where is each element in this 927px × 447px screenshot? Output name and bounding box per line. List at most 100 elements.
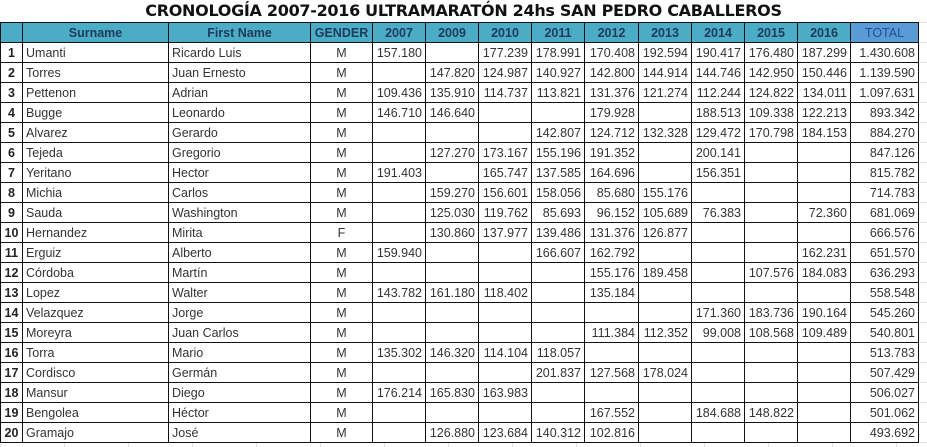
cell-2012[interactable]: 135.184 [584, 282, 639, 303]
cell-rank[interactable]: 9 [0, 202, 23, 223]
cell-2011[interactable] [531, 102, 585, 123]
cell-2016[interactable]: 187.299 [797, 42, 851, 63]
cell-2010[interactable]: 177.239 [478, 42, 532, 63]
cell-rank[interactable]: 5 [0, 122, 23, 143]
cell-total[interactable]: 540.801 [850, 322, 919, 343]
cell-rank[interactable]: 7 [0, 162, 23, 183]
cell-2014[interactable] [691, 242, 745, 263]
cell-2009[interactable] [425, 302, 479, 323]
cell-2010[interactable]: 114.737 [478, 82, 532, 103]
cell-first-name[interactable]: Gerardo [168, 122, 311, 143]
cell-2009[interactable]: 147.820 [425, 62, 479, 83]
cell-2011[interactable] [531, 382, 585, 403]
cell-gender[interactable]: M [310, 342, 373, 363]
cell-total[interactable]: 558.548 [850, 282, 919, 303]
cell-2013[interactable] [638, 422, 692, 443]
cell-gender[interactable]: M [310, 402, 373, 423]
cell-first-name[interactable]: Martín [168, 262, 311, 283]
cell-2012[interactable]: 96.152 [584, 202, 639, 223]
cell-first-name[interactable]: Mario [168, 342, 311, 363]
cell-2007[interactable]: 176.214 [372, 382, 426, 403]
cell-2016[interactable]: 162.231 [797, 242, 851, 263]
cell-2016[interactable]: 184.153 [797, 122, 851, 143]
cell-2014[interactable] [691, 282, 745, 303]
cell-surname[interactable]: Umanti [22, 42, 169, 63]
cell-2007[interactable] [372, 402, 426, 423]
header-2013[interactable]: 2013 [638, 22, 692, 43]
cell-rank[interactable]: 10 [0, 222, 23, 243]
cell-2016[interactable]: 150.446 [797, 62, 851, 83]
cell-rank[interactable]: 1 [0, 42, 23, 63]
cell-2007[interactable] [372, 122, 426, 143]
cell-total[interactable]: 815.782 [850, 162, 919, 183]
cell-2012[interactable] [584, 342, 639, 363]
cell-2011[interactable] [531, 402, 585, 423]
cell-2009[interactable] [425, 42, 479, 63]
cell-2013[interactable] [638, 282, 692, 303]
cell-gender[interactable]: M [310, 362, 373, 383]
cell-total[interactable]: 714.783 [850, 182, 919, 203]
cell-2007[interactable]: 143.782 [372, 282, 426, 303]
cell-gender[interactable]: M [310, 162, 373, 183]
cell-2010[interactable] [478, 302, 532, 323]
cell-first-name[interactable]: Juan Carlos [168, 322, 311, 343]
header-total[interactable]: TOTAL [850, 22, 919, 43]
cell-2014[interactable]: 200.141 [691, 142, 745, 163]
cell-2012[interactable]: 85.680 [584, 182, 639, 203]
cell-2015[interactable]: 183.736 [744, 302, 798, 323]
cell-2010[interactable] [478, 402, 532, 423]
cell-surname[interactable]: Velazquez [22, 302, 169, 323]
cell-total[interactable]: 545.260 [850, 302, 919, 323]
cell-first-name[interactable]: Alberto [168, 242, 311, 263]
cell-2015[interactable]: 148.822 [744, 402, 798, 423]
cell-surname[interactable]: Erguiz [22, 242, 169, 263]
cell-surname[interactable]: Lopez [22, 282, 169, 303]
cell-first-name[interactable]: Juan Ernesto [168, 62, 311, 83]
cell-2007[interactable]: 159.940 [372, 242, 426, 263]
header-2007[interactable]: 2007 [372, 22, 426, 43]
header-2016[interactable]: 2016 [797, 22, 851, 43]
cell-2013[interactable]: 105.689 [638, 202, 692, 223]
cell-2012[interactable] [584, 302, 639, 323]
cell-2012[interactable]: 131.376 [584, 82, 639, 103]
cell-rank[interactable]: 14 [0, 302, 23, 323]
cell-2010[interactable] [478, 122, 532, 143]
cell-2011[interactable] [531, 262, 585, 283]
cell-2010[interactable]: 165.747 [478, 162, 532, 183]
cell-2009[interactable]: 135.910 [425, 82, 479, 103]
cell-2010[interactable]: 137.977 [478, 222, 532, 243]
header-2012[interactable]: 2012 [584, 22, 639, 43]
cell-2015[interactable] [744, 282, 798, 303]
cell-2015[interactable]: 124.822 [744, 82, 798, 103]
cell-surname[interactable]: Alvarez [22, 122, 169, 143]
cell-2007[interactable]: 146.710 [372, 102, 426, 123]
cell-2009[interactable]: 161.180 [425, 282, 479, 303]
cell-2011[interactable]: 85.693 [531, 202, 585, 223]
cell-2015[interactable] [744, 422, 798, 443]
cell-surname[interactable]: Torra [22, 342, 169, 363]
cell-2016[interactable] [797, 362, 851, 383]
cell-2010[interactable] [478, 262, 532, 283]
cell-2015[interactable] [744, 342, 798, 363]
cell-rank[interactable]: 3 [0, 82, 23, 103]
cell-2009[interactable]: 165.830 [425, 382, 479, 403]
cell-2007[interactable] [372, 322, 426, 343]
header-2009[interactable]: 2009 [425, 22, 479, 43]
cell-2014[interactable] [691, 182, 745, 203]
cell-2007[interactable] [372, 142, 426, 163]
cell-2016[interactable] [797, 182, 851, 203]
cell-total[interactable]: 681.069 [850, 202, 919, 223]
cell-2013[interactable] [638, 242, 692, 263]
cell-2011[interactable] [531, 282, 585, 303]
header-2015[interactable]: 2015 [744, 22, 798, 43]
cell-rank[interactable]: 19 [0, 402, 23, 423]
cell-total[interactable]: 893.342 [850, 102, 919, 123]
cell-2007[interactable]: 191.403 [372, 162, 426, 183]
cell-2009[interactable] [425, 262, 479, 283]
cell-2012[interactable]: 102.816 [584, 422, 639, 443]
cell-2013[interactable] [638, 102, 692, 123]
cell-2011[interactable]: 158.056 [531, 182, 585, 203]
cell-2011[interactable]: 118.057 [531, 342, 585, 363]
header-gender[interactable]: GENDER [310, 22, 373, 43]
cell-2011[interactable]: 201.837 [531, 362, 585, 383]
